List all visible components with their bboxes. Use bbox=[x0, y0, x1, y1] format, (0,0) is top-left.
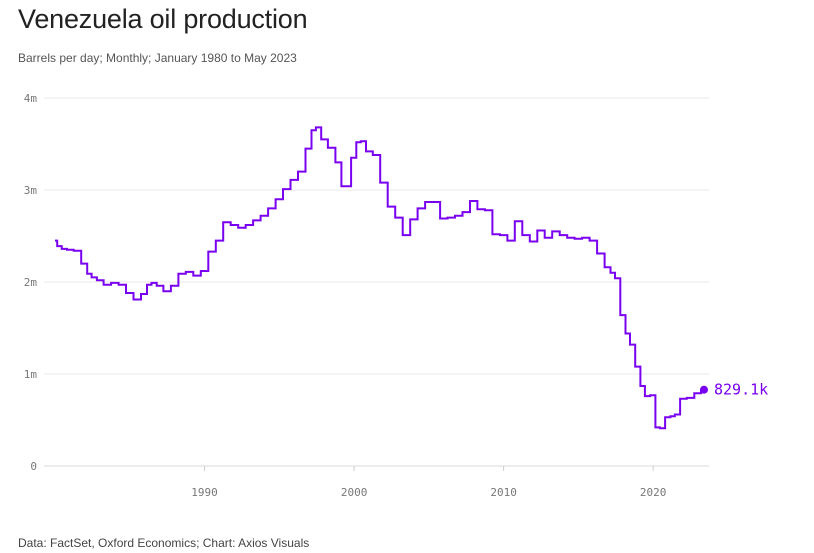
y-tick-label: 3m bbox=[24, 184, 38, 197]
production-line bbox=[55, 126, 704, 430]
x-axis: 1990 2000 2010 2020 bbox=[191, 466, 666, 499]
end-point-marker bbox=[700, 385, 708, 394]
chart-subtitle: Barrels per day; Monthly; January 1980 t… bbox=[18, 51, 297, 65]
line-chart: 0 1m 2m 3m 4m 1990 2000 2010 2020 829.1k bbox=[24, 92, 768, 499]
chart-title: Venezuela oil production bbox=[18, 4, 308, 34]
x-tick-label: 2020 bbox=[640, 486, 667, 499]
y-tick-label: 4m bbox=[24, 92, 38, 105]
x-tick-label: 1990 bbox=[191, 486, 218, 499]
grid-lines bbox=[44, 97, 709, 467]
end-value-label: 829.1k bbox=[714, 381, 768, 399]
y-tick-label: 2m bbox=[24, 276, 38, 289]
x-tick-label: 2000 bbox=[341, 486, 368, 499]
y-tick-label: 0 bbox=[30, 460, 37, 473]
x-tick-label: 2010 bbox=[490, 486, 517, 499]
y-tick-label: 1m bbox=[24, 368, 38, 381]
source-note: Data: FactSet, Oxford Economics; Chart: … bbox=[18, 536, 310, 550]
y-axis: 0 1m 2m 3m 4m bbox=[24, 92, 38, 473]
